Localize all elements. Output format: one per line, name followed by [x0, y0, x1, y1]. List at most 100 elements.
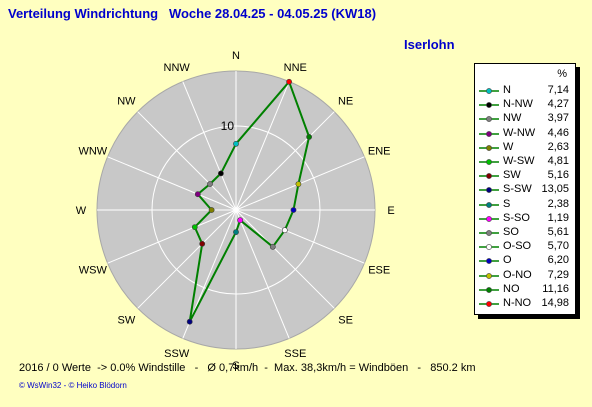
legend-item-name: N-NO	[503, 297, 532, 309]
legend-item-name: O	[503, 254, 512, 267]
point-wsw	[191, 224, 198, 230]
legend-marker	[479, 144, 499, 151]
legend-item-value: 2,38	[547, 197, 569, 210]
direction-label-nne: NNE	[284, 62, 307, 74]
legend-item-value: 13,05	[541, 183, 569, 196]
legend-item-value: 4,27	[547, 98, 569, 111]
stats-footer: 2016 / 0 Werte -> 0.0% Windstille - Ø 0,…	[19, 362, 476, 374]
location-label: Iserlohn	[404, 37, 455, 52]
legend-item-value: 5,70	[547, 240, 569, 253]
point-nne	[286, 78, 292, 85]
legend-item-w: W 2,63	[475, 141, 575, 156]
legend-marker	[479, 215, 499, 222]
legend-item-w-nw: W-NW 4,46	[475, 127, 575, 142]
legend-item-name: SW	[503, 169, 521, 182]
point-w	[208, 207, 215, 213]
legend-marker	[479, 272, 499, 279]
direction-label-n: N	[232, 50, 240, 62]
legend-item-name: NW	[503, 112, 522, 125]
legend-item-value: 7,14	[547, 84, 569, 96]
legend-item-name: O-SO	[503, 240, 532, 253]
legend: % N 7,14 N-NW 4,27 NW 3,97 W-NW 4,46 W 2,63 W-SW 4,…	[474, 63, 576, 315]
legend-item-value: 11,16	[542, 282, 569, 295]
legend-item-s: S 2,38	[475, 198, 575, 213]
legend-item-name: SO	[503, 226, 519, 238]
legend-item-o-no: O-NO 7,29	[475, 269, 575, 284]
legend-marker	[479, 244, 499, 251]
direction-label-sse: SSE	[284, 348, 306, 360]
legend-item-so: SO 5,61	[475, 226, 575, 241]
legend-item-value: 1,19	[547, 211, 569, 224]
wind-rose-grid: 10	[96, 70, 376, 350]
spoke-se	[235, 209, 335, 309]
point-sw	[199, 240, 206, 247]
legend-marker	[479, 130, 499, 137]
point-ene	[295, 181, 302, 187]
direction-label-nnw: NNW	[164, 62, 191, 74]
direction-label-se: SE	[338, 315, 353, 327]
credit-line: © WsWin32 - © Heiko Blödorn	[19, 381, 127, 390]
point-nw	[207, 181, 213, 187]
legend-item-o-so: O-SO 5,70	[475, 240, 575, 255]
legend-item-name: W-SW	[503, 155, 535, 167]
legend-item-value: 2,63	[547, 140, 569, 153]
legend-item-value: 5,16	[547, 169, 569, 182]
legend-item-s-sw: S-SW 13,05	[475, 183, 575, 198]
direction-label-w: W	[76, 205, 87, 217]
point-wnw	[194, 191, 201, 198]
legend-item-value: 7,29	[547, 268, 569, 281]
direction-label-ene: ENE	[368, 146, 391, 158]
legend-item-name: O-NO	[503, 268, 532, 281]
direction-label-ssw: SSW	[164, 348, 190, 360]
point-sse	[237, 217, 244, 224]
legend-marker	[479, 102, 499, 109]
direction-label-ese: ESE	[368, 264, 390, 276]
legend-marker	[479, 173, 499, 180]
legend-item-name: S-SO	[503, 211, 530, 224]
direction-label-wsw: WSW	[79, 264, 108, 276]
wind-rose-series	[186, 78, 312, 325]
point-se	[269, 243, 276, 250]
legend-marker	[479, 201, 499, 208]
direction-labels: N NNE NE ENE E ESE SE SSE S SSW SW WSW W WNW NW NNW	[76, 50, 395, 372]
radial-tick-label: 10	[221, 119, 235, 133]
legend-marker	[479, 187, 499, 194]
legend-item-n-nw: N-NW 4,27	[475, 98, 575, 113]
direction-label-s: S	[232, 360, 239, 372]
legend-item-n: N 7,14	[475, 84, 575, 99]
point-e	[290, 207, 297, 213]
legend-item-sw: SW 5,16	[475, 169, 575, 184]
point-s	[233, 229, 239, 235]
spoke-sse	[235, 209, 290, 339]
legend-unit-header: %	[557, 68, 567, 80]
legend-marker	[479, 258, 499, 265]
legend-item-o: O 6,20	[475, 254, 575, 269]
legend-item-nw: NW 3,97	[475, 112, 575, 127]
legend-item-name: W-NW	[503, 126, 536, 139]
spoke-nnw	[182, 81, 237, 211]
legend-item-name: NO	[503, 282, 520, 295]
legend-marker	[479, 116, 499, 123]
legend-marker	[479, 159, 499, 165]
legend-marker	[479, 286, 499, 293]
chart-title: Verteilung Windrichtung Woche 28.04.25 -…	[8, 6, 377, 21]
point-ssw	[186, 318, 193, 325]
spoke-wnw	[107, 156, 237, 211]
legend-item-value: 4,81	[547, 155, 569, 167]
legend-item-w-sw: W-SW 4,81	[475, 155, 575, 170]
legend-item-value: 4,46	[547, 126, 569, 139]
direction-label-nw: NW	[117, 95, 136, 107]
legend-item-name: N	[503, 84, 511, 96]
point-ne	[306, 133, 312, 140]
spoke-nw	[137, 111, 237, 211]
point-ese	[281, 227, 288, 234]
spoke-ese	[235, 209, 365, 264]
spoke-sw	[137, 209, 237, 309]
legend-item-name: S-SW	[503, 183, 532, 196]
legend-item-value: 5,61	[547, 226, 569, 238]
legend-item-value: 3,97	[547, 112, 569, 125]
direction-label-sw: SW	[118, 315, 136, 327]
legend-item-s-so: S-SO 1,19	[475, 212, 575, 227]
direction-label-e: E	[387, 205, 394, 217]
